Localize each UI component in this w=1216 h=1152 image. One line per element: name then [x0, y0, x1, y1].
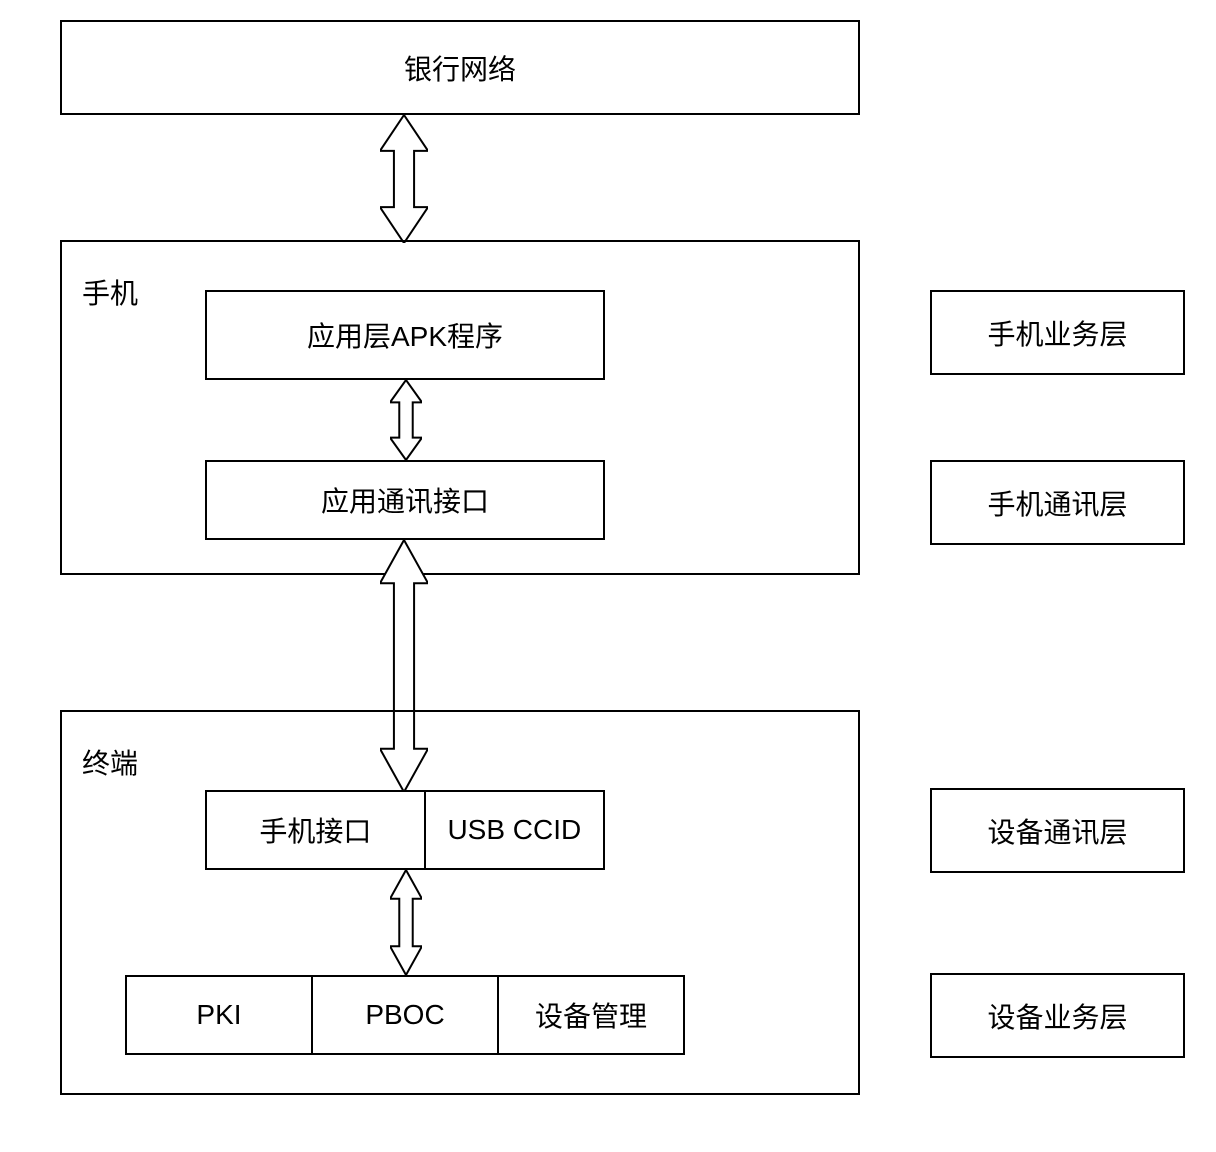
arrow-bank-to-phone: [380, 115, 428, 243]
comm-interface-label: 应用通讯接口: [321, 480, 489, 520]
phone-label: 手机: [82, 272, 138, 312]
pboc-cell: PBOC: [313, 977, 499, 1053]
comm-interface-box: 应用通讯接口: [205, 460, 605, 540]
phone-comm-layer-label: 手机通讯层: [930, 460, 1185, 545]
pki-cell: PKI: [127, 977, 313, 1053]
bank-network-box: 银行网络: [60, 20, 860, 115]
apk-app-label: 应用层APK程序: [307, 315, 503, 355]
phone-biz-layer-label: 手机业务层: [930, 290, 1185, 375]
terminal-label: 终端: [82, 742, 138, 782]
device-row: PKI PBOC 设备管理: [125, 975, 685, 1055]
device-biz-layer-label: 设备业务层: [930, 973, 1185, 1058]
phone-interface-row: 手机接口 USB CCID: [205, 790, 605, 870]
device-comm-layer-label: 设备通讯层: [930, 788, 1185, 873]
device-mgmt-cell: 设备管理: [499, 977, 683, 1053]
usb-ccid-cell: USB CCID: [426, 792, 603, 868]
arrow-interface-to-device: [390, 870, 422, 975]
phone-interface-cell: 手机接口: [207, 792, 426, 868]
apk-app-box: 应用层APK程序: [205, 290, 605, 380]
arrow-apk-to-comm: [390, 380, 422, 460]
bank-network-label: 银行网络: [404, 48, 516, 88]
